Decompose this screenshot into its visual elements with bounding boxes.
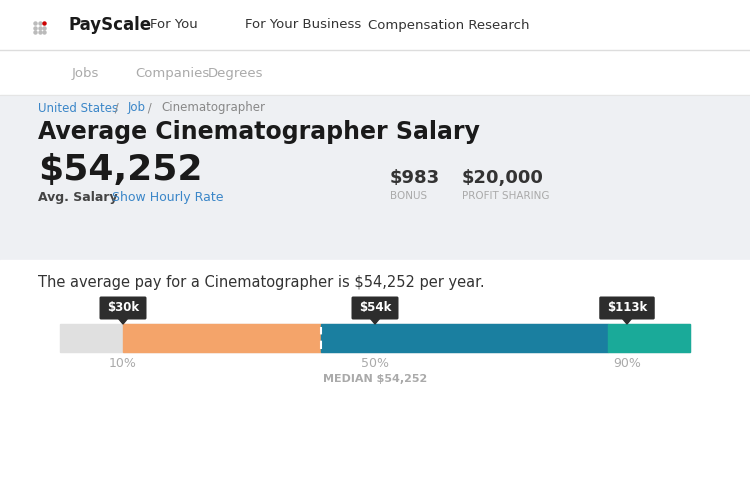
Text: $54,252: $54,252 [38, 153, 203, 187]
FancyBboxPatch shape [352, 296, 398, 320]
Text: 10%: 10% [109, 357, 137, 370]
FancyBboxPatch shape [599, 296, 655, 320]
Bar [322, 324, 608, 352]
Bar [0, 95, 750, 260]
Text: Companies: Companies [135, 66, 209, 80]
Bar [0, 0, 750, 50]
Text: 90%: 90% [613, 357, 641, 370]
Text: Show Hourly Rate: Show Hourly Rate [112, 192, 224, 204]
Bar [0, 50, 750, 95]
Text: PROFIT SHARING: PROFIT SHARING [462, 191, 550, 201]
Text: $113k: $113k [607, 302, 647, 314]
Text: The average pay for a Cinematographer is $54,252 per year.: The average pay for a Cinematographer is… [38, 274, 484, 289]
Polygon shape [370, 318, 380, 324]
Text: PayScale: PayScale [68, 16, 151, 34]
Text: United States: United States [38, 102, 119, 114]
Bar [0, 260, 750, 500]
Text: For Your Business: For Your Business [245, 18, 362, 32]
Text: $54k: $54k [358, 302, 392, 314]
Bar [608, 324, 690, 352]
Text: 50%: 50% [361, 357, 389, 370]
Text: Jobs: Jobs [72, 66, 99, 80]
Text: Cinematographer: Cinematographer [161, 102, 266, 114]
Text: For You: For You [150, 18, 198, 32]
Text: Avg. Salary: Avg. Salary [38, 192, 118, 204]
FancyBboxPatch shape [100, 296, 146, 320]
Bar [60, 324, 690, 352]
Text: Job: Job [128, 102, 146, 114]
Text: /: / [145, 102, 156, 114]
Text: BONUS: BONUS [390, 191, 427, 201]
Polygon shape [622, 318, 632, 324]
Bar [123, 324, 322, 352]
Text: $30k: $30k [107, 302, 139, 314]
Text: Compensation Research: Compensation Research [368, 18, 530, 32]
Text: Average Cinematographer Salary: Average Cinematographer Salary [38, 120, 480, 144]
Text: $20,000: $20,000 [462, 169, 544, 187]
Text: Degrees: Degrees [208, 66, 263, 80]
Text: $983: $983 [390, 169, 440, 187]
Polygon shape [118, 318, 128, 324]
Text: /: / [111, 102, 122, 114]
Text: MEDIAN $54,252: MEDIAN $54,252 [322, 374, 428, 384]
